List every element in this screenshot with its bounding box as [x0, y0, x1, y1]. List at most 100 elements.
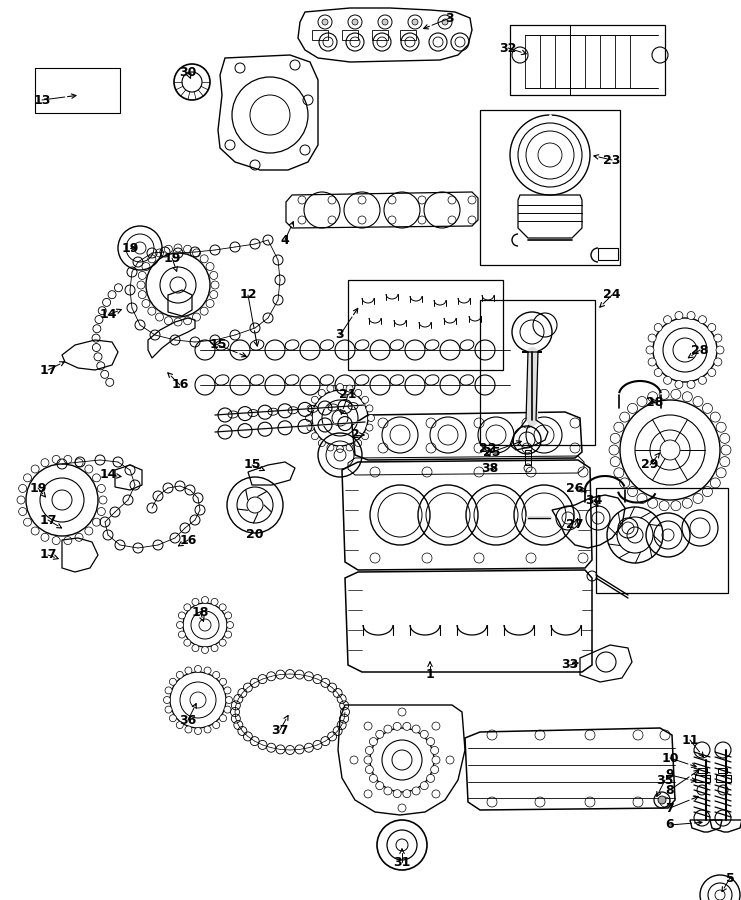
- Circle shape: [336, 446, 344, 453]
- Circle shape: [219, 715, 227, 722]
- Text: 13: 13: [33, 94, 50, 106]
- Circle shape: [682, 499, 692, 508]
- Circle shape: [693, 397, 703, 407]
- Text: 23: 23: [603, 154, 621, 166]
- Circle shape: [148, 307, 156, 315]
- Circle shape: [41, 459, 49, 467]
- Circle shape: [654, 323, 662, 331]
- Text: 18: 18: [191, 606, 209, 618]
- Circle shape: [699, 376, 706, 384]
- Text: 4: 4: [281, 233, 290, 247]
- Circle shape: [412, 725, 420, 734]
- Circle shape: [648, 358, 656, 366]
- Circle shape: [97, 484, 105, 492]
- Circle shape: [663, 376, 671, 384]
- Circle shape: [716, 346, 724, 354]
- Circle shape: [93, 473, 101, 482]
- Circle shape: [714, 334, 722, 342]
- Text: 30: 30: [179, 66, 196, 78]
- Circle shape: [370, 738, 377, 745]
- Circle shape: [319, 439, 325, 446]
- Circle shape: [219, 679, 227, 685]
- Text: 12: 12: [239, 289, 256, 302]
- Circle shape: [611, 434, 620, 444]
- Circle shape: [165, 317, 173, 325]
- Bar: [312, 30, 328, 40]
- Circle shape: [170, 679, 176, 685]
- Circle shape: [85, 465, 93, 473]
- Circle shape: [99, 496, 107, 504]
- Circle shape: [156, 249, 164, 257]
- Circle shape: [365, 766, 373, 774]
- Circle shape: [671, 500, 681, 510]
- Circle shape: [714, 358, 722, 366]
- Text: 35: 35: [657, 773, 674, 787]
- Circle shape: [211, 281, 219, 289]
- Circle shape: [382, 19, 388, 25]
- Circle shape: [671, 390, 681, 400]
- Circle shape: [170, 715, 176, 722]
- Circle shape: [97, 508, 105, 516]
- Text: 17: 17: [39, 514, 57, 526]
- Text: 16: 16: [179, 534, 196, 546]
- Circle shape: [184, 639, 191, 646]
- Circle shape: [646, 346, 654, 354]
- Circle shape: [193, 249, 201, 257]
- Circle shape: [64, 536, 72, 544]
- Circle shape: [431, 766, 439, 774]
- Circle shape: [648, 334, 656, 342]
- Circle shape: [322, 19, 328, 25]
- Circle shape: [139, 291, 146, 299]
- Circle shape: [365, 746, 373, 754]
- Circle shape: [179, 612, 185, 619]
- Circle shape: [687, 381, 695, 389]
- Circle shape: [204, 667, 211, 674]
- Bar: [596, 488, 728, 593]
- Circle shape: [711, 412, 720, 422]
- Circle shape: [41, 534, 49, 541]
- Circle shape: [174, 244, 182, 252]
- Text: 3: 3: [336, 328, 345, 341]
- Circle shape: [176, 671, 183, 679]
- Circle shape: [355, 439, 362, 446]
- Circle shape: [403, 723, 411, 730]
- Circle shape: [637, 397, 647, 407]
- Circle shape: [204, 726, 211, 733]
- Circle shape: [393, 789, 401, 797]
- Circle shape: [211, 644, 218, 652]
- Circle shape: [702, 487, 712, 497]
- Text: 33: 33: [562, 659, 579, 671]
- Circle shape: [148, 255, 156, 263]
- Circle shape: [420, 782, 428, 789]
- Circle shape: [200, 307, 208, 315]
- Circle shape: [176, 622, 184, 628]
- Circle shape: [206, 263, 214, 271]
- Circle shape: [327, 385, 334, 392]
- Bar: [510, 25, 665, 95]
- Circle shape: [165, 246, 173, 253]
- Circle shape: [202, 646, 208, 653]
- Bar: [480, 110, 620, 265]
- Circle shape: [31, 465, 39, 473]
- Circle shape: [156, 313, 164, 321]
- Circle shape: [219, 604, 226, 611]
- Text: 19: 19: [30, 482, 47, 494]
- Circle shape: [611, 456, 620, 466]
- Circle shape: [708, 368, 716, 376]
- Circle shape: [305, 415, 313, 421]
- Circle shape: [184, 604, 191, 611]
- Circle shape: [376, 782, 384, 789]
- Circle shape: [682, 392, 692, 401]
- Text: 1: 1: [425, 669, 434, 681]
- Circle shape: [355, 390, 362, 396]
- Circle shape: [311, 396, 319, 403]
- Circle shape: [364, 756, 372, 764]
- Text: 38: 38: [482, 462, 499, 474]
- Text: 17: 17: [39, 364, 57, 376]
- Circle shape: [193, 313, 201, 321]
- Circle shape: [442, 19, 448, 25]
- Circle shape: [194, 727, 202, 734]
- Circle shape: [628, 403, 637, 413]
- Circle shape: [202, 597, 208, 604]
- Circle shape: [64, 455, 72, 464]
